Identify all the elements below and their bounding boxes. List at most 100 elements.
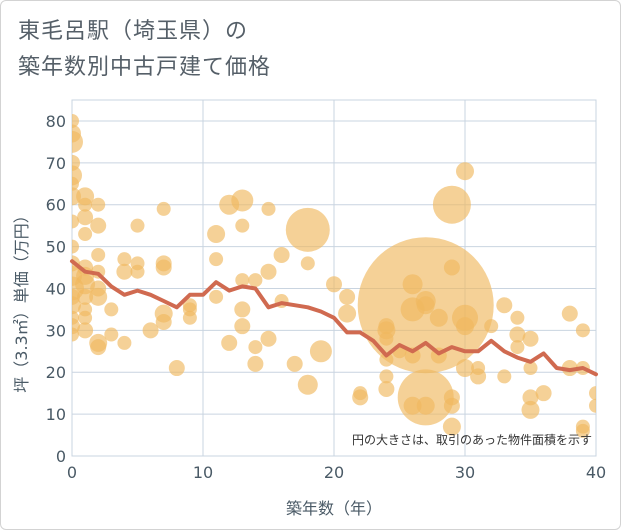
transaction-bubble — [142, 322, 159, 339]
transaction-bubble — [117, 252, 132, 267]
trend-line-layer — [70, 259, 598, 377]
transaction-bubble — [168, 360, 185, 377]
transaction-bubble — [77, 322, 94, 339]
transaction-bubble — [522, 389, 539, 406]
transaction-bubble — [432, 185, 471, 224]
transaction-bubble — [484, 319, 499, 334]
y-tick-label: 60 — [46, 196, 66, 215]
x-axis-title: 築年数（年） — [286, 499, 382, 518]
transaction-bubble — [379, 369, 394, 384]
transaction-bubble — [104, 327, 119, 342]
transaction-bubble — [117, 335, 132, 350]
transaction-bubble — [89, 287, 108, 306]
transaction-bubble — [90, 339, 107, 356]
transaction-bubble — [235, 218, 250, 233]
x-tick-label: 20 — [324, 463, 344, 482]
transaction-bubble — [260, 263, 277, 280]
transaction-bubble — [297, 374, 318, 395]
transaction-bubble — [589, 398, 596, 413]
transaction-bubble — [456, 359, 474, 378]
transaction-bubble — [286, 355, 303, 372]
size-legend-note: 円の大きさは、取引のあった物件面積を示す — [352, 432, 592, 447]
title-line-2: 築年数別中古戸建て価格 — [18, 55, 272, 80]
transaction-bubble — [339, 288, 356, 305]
y-tick-label: 0 — [56, 447, 66, 466]
transaction-bubble — [470, 368, 487, 385]
transaction-bubble — [456, 162, 474, 181]
transaction-bubble — [72, 239, 79, 254]
transaction-bubble — [77, 209, 94, 226]
transaction-bubble — [248, 273, 263, 288]
transaction-bubble — [221, 334, 238, 351]
y-tick-label: 20 — [46, 363, 66, 382]
transaction-bubble — [497, 369, 512, 384]
transaction-bubble — [443, 397, 460, 414]
transaction-bubble — [273, 246, 290, 263]
transaction-bubble — [285, 207, 330, 252]
transaction-bubble — [261, 201, 276, 216]
transaction-bubble — [247, 355, 264, 372]
transaction-bubble — [575, 323, 590, 338]
transaction-bubble — [326, 276, 342, 293]
transaction-bubble — [234, 301, 251, 318]
transaction-bubble — [72, 214, 79, 229]
transaction-bubble — [209, 289, 224, 304]
y-tick-label: 80 — [46, 112, 66, 131]
transaction-bubble — [378, 380, 395, 397]
transaction-bubble — [72, 327, 79, 342]
transaction-bubble — [78, 197, 93, 212]
transaction-bubble — [209, 252, 224, 267]
transaction-bubble — [509, 326, 526, 343]
transaction-bubble — [300, 256, 315, 271]
transaction-bubble — [510, 340, 525, 355]
transaction-bubble — [72, 176, 79, 191]
title-line-1: 東毛呂駅（埼玉県）の — [18, 19, 249, 44]
transaction-bubble — [535, 385, 552, 402]
transaction-bubble — [496, 297, 513, 314]
transaction-bubble — [91, 247, 106, 262]
transaction-bubble — [155, 259, 172, 276]
transaction-bubble — [78, 227, 93, 242]
transaction-bubble — [522, 330, 539, 347]
transaction-bubble — [309, 340, 332, 363]
transaction-bubble — [456, 317, 474, 336]
transaction-bubble — [416, 396, 435, 415]
y-tick-label: 50 — [46, 238, 66, 257]
transaction-bubble — [429, 308, 448, 327]
transaction-bubble — [182, 310, 197, 325]
transaction-bubble — [442, 417, 461, 436]
transaction-bubble — [130, 264, 145, 279]
x-tick-label: 30 — [455, 463, 475, 482]
y-tick-label: 10 — [46, 405, 66, 424]
transaction-bubble — [338, 304, 357, 323]
transaction-bubble — [72, 130, 83, 153]
transaction-bubble — [234, 318, 251, 335]
y-axis-title: 坪（3.3㎡）単価（万円） — [12, 207, 31, 392]
transaction-bubble — [75, 274, 96, 295]
y-tick-label: 70 — [46, 154, 66, 173]
trend-line — [70, 259, 598, 377]
x-tick-label: 40 — [586, 463, 606, 482]
transaction-bubble — [116, 263, 133, 280]
transaction-bubble — [156, 201, 171, 216]
transaction-bubble — [521, 400, 540, 419]
transaction-bubble — [130, 218, 145, 233]
transaction-bubble — [561, 305, 578, 322]
y-tick-label: 30 — [46, 321, 66, 340]
transaction-bubble — [443, 259, 460, 276]
transaction-bubble — [78, 310, 93, 325]
transaction-bubble — [231, 189, 254, 212]
transaction-bubble — [575, 423, 590, 438]
x-tick-label: 10 — [193, 463, 213, 482]
y-tick-label: 40 — [46, 279, 66, 298]
transaction-bubble — [352, 389, 369, 406]
transaction-bubble — [260, 330, 277, 347]
transaction-bubble — [235, 273, 250, 288]
transaction-bubble — [248, 340, 263, 355]
transaction-bubble — [77, 288, 94, 305]
transaction-bubble — [72, 113, 79, 128]
transaction-bubble — [523, 361, 538, 376]
axis-ticks: 0 10 20 30 40 0 10 20 30 40 50 60 70 80 — [46, 112, 607, 482]
transaction-bubble — [561, 360, 578, 377]
